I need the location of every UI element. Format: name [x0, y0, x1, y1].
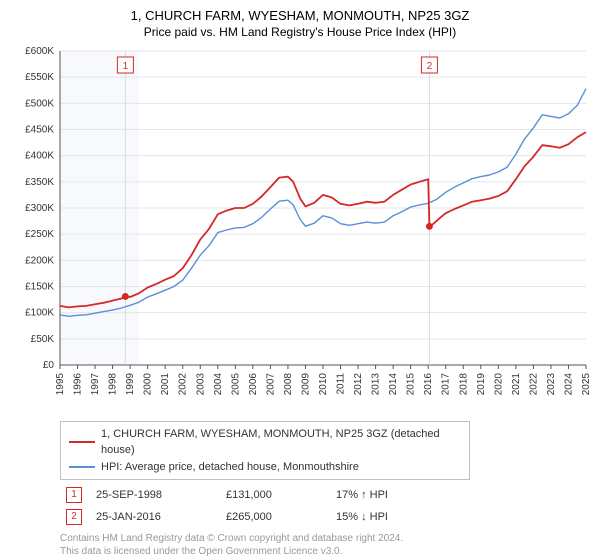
legend-label: HPI: Average price, detached house, Monm…	[101, 459, 359, 476]
svg-text:£600K: £600K	[25, 46, 54, 57]
legend-row: 1, CHURCH FARM, WYESHAM, MONMOUTH, NP25 …	[69, 426, 461, 459]
legend-label: 1, CHURCH FARM, WYESHAM, MONMOUTH, NP25 …	[101, 426, 461, 459]
chart-subtitle: Price paid vs. HM Land Registry's House …	[10, 25, 590, 39]
svg-text:£50K: £50K	[31, 334, 55, 345]
legend-swatch	[69, 441, 95, 443]
svg-text:1: 1	[123, 61, 129, 72]
svg-text:2006: 2006	[248, 372, 259, 395]
svg-text:2022: 2022	[528, 372, 539, 395]
svg-text:2011: 2011	[336, 372, 347, 394]
sale-delta: 15% ↓ HPI	[330, 506, 560, 528]
svg-text:2013: 2013	[371, 372, 382, 395]
svg-text:£550K: £550K	[25, 72, 54, 83]
svg-text:2002: 2002	[178, 372, 189, 395]
svg-text:2012: 2012	[353, 372, 364, 395]
svg-text:£450K: £450K	[25, 124, 54, 135]
svg-text:2023: 2023	[546, 372, 557, 395]
sale-delta: 17% ↑ HPI	[330, 484, 560, 506]
svg-text:2020: 2020	[493, 372, 504, 395]
svg-text:£0: £0	[43, 360, 55, 371]
svg-text:1997: 1997	[90, 372, 101, 395]
svg-text:2015: 2015	[406, 372, 417, 395]
svg-text:2005: 2005	[230, 372, 241, 395]
sale-price: £265,000	[220, 506, 330, 528]
sales-table: 1 25-SEP-1998£131,00017% ↑ HPI 2 25-JAN-201…	[60, 484, 560, 528]
svg-text:£100K: £100K	[25, 308, 54, 319]
svg-text:£400K: £400K	[25, 151, 54, 162]
svg-text:2003: 2003	[195, 372, 206, 395]
svg-text:£300K: £300K	[25, 203, 54, 214]
legend-swatch	[69, 466, 95, 468]
svg-text:2007: 2007	[265, 372, 276, 395]
svg-text:2018: 2018	[458, 372, 469, 395]
footnote-line-1: Contains HM Land Registry data © Crown c…	[60, 532, 590, 545]
svg-text:2016: 2016	[423, 372, 434, 395]
svg-text:1995: 1995	[55, 372, 66, 395]
sale-date: 25-JAN-2016	[90, 506, 220, 528]
footnote: Contains HM Land Registry data © Crown c…	[60, 532, 590, 558]
svg-text:£500K: £500K	[25, 98, 54, 109]
svg-text:£200K: £200K	[25, 255, 54, 266]
sale-date: 25-SEP-1998	[90, 484, 220, 506]
legend-box: 1, CHURCH FARM, WYESHAM, MONMOUTH, NP25 …	[60, 421, 470, 481]
svg-text:2025: 2025	[581, 372, 590, 395]
sale-marker-box: 1	[66, 487, 82, 503]
sale-price: £131,000	[220, 484, 330, 506]
svg-text:2001: 2001	[160, 372, 171, 395]
legend-row: HPI: Average price, detached house, Monm…	[69, 459, 461, 476]
svg-text:2008: 2008	[283, 372, 294, 395]
svg-text:£150K: £150K	[25, 281, 54, 292]
svg-text:2004: 2004	[213, 372, 224, 395]
svg-text:2: 2	[427, 61, 433, 72]
line-chart-svg: £0 £50K £100K £150K £200K £250K £300K £350K £400…	[10, 45, 590, 415]
table-row: 2 25-JAN-2016£265,00015% ↓ HPI	[60, 506, 560, 528]
svg-text:2021: 2021	[511, 372, 522, 395]
chart-plot-area: £0 £50K £100K £150K £200K £250K £300K £350K £400…	[10, 45, 590, 415]
table-row: 1 25-SEP-1998£131,00017% ↑ HPI	[60, 484, 560, 506]
chart-title: 1, CHURCH FARM, WYESHAM, MONMOUTH, NP25 …	[10, 8, 590, 25]
footnote-line-2: This data is licensed under the Open Gov…	[60, 545, 590, 558]
svg-text:2014: 2014	[388, 372, 399, 395]
svg-text:2010: 2010	[318, 372, 329, 395]
svg-text:1998: 1998	[108, 372, 119, 395]
sale-marker-box: 2	[66, 509, 82, 525]
svg-text:£350K: £350K	[25, 177, 54, 188]
svg-text:2000: 2000	[143, 372, 154, 395]
svg-text:2024: 2024	[563, 372, 574, 395]
svg-text:2017: 2017	[441, 372, 452, 395]
svg-text:2019: 2019	[476, 372, 487, 395]
svg-text:2009: 2009	[300, 372, 311, 395]
svg-text:1999: 1999	[125, 372, 136, 395]
svg-text:1996: 1996	[73, 372, 84, 395]
svg-text:£250K: £250K	[25, 229, 54, 240]
chart-container: 1, CHURCH FARM, WYESHAM, MONMOUTH, NP25 …	[0, 0, 600, 560]
